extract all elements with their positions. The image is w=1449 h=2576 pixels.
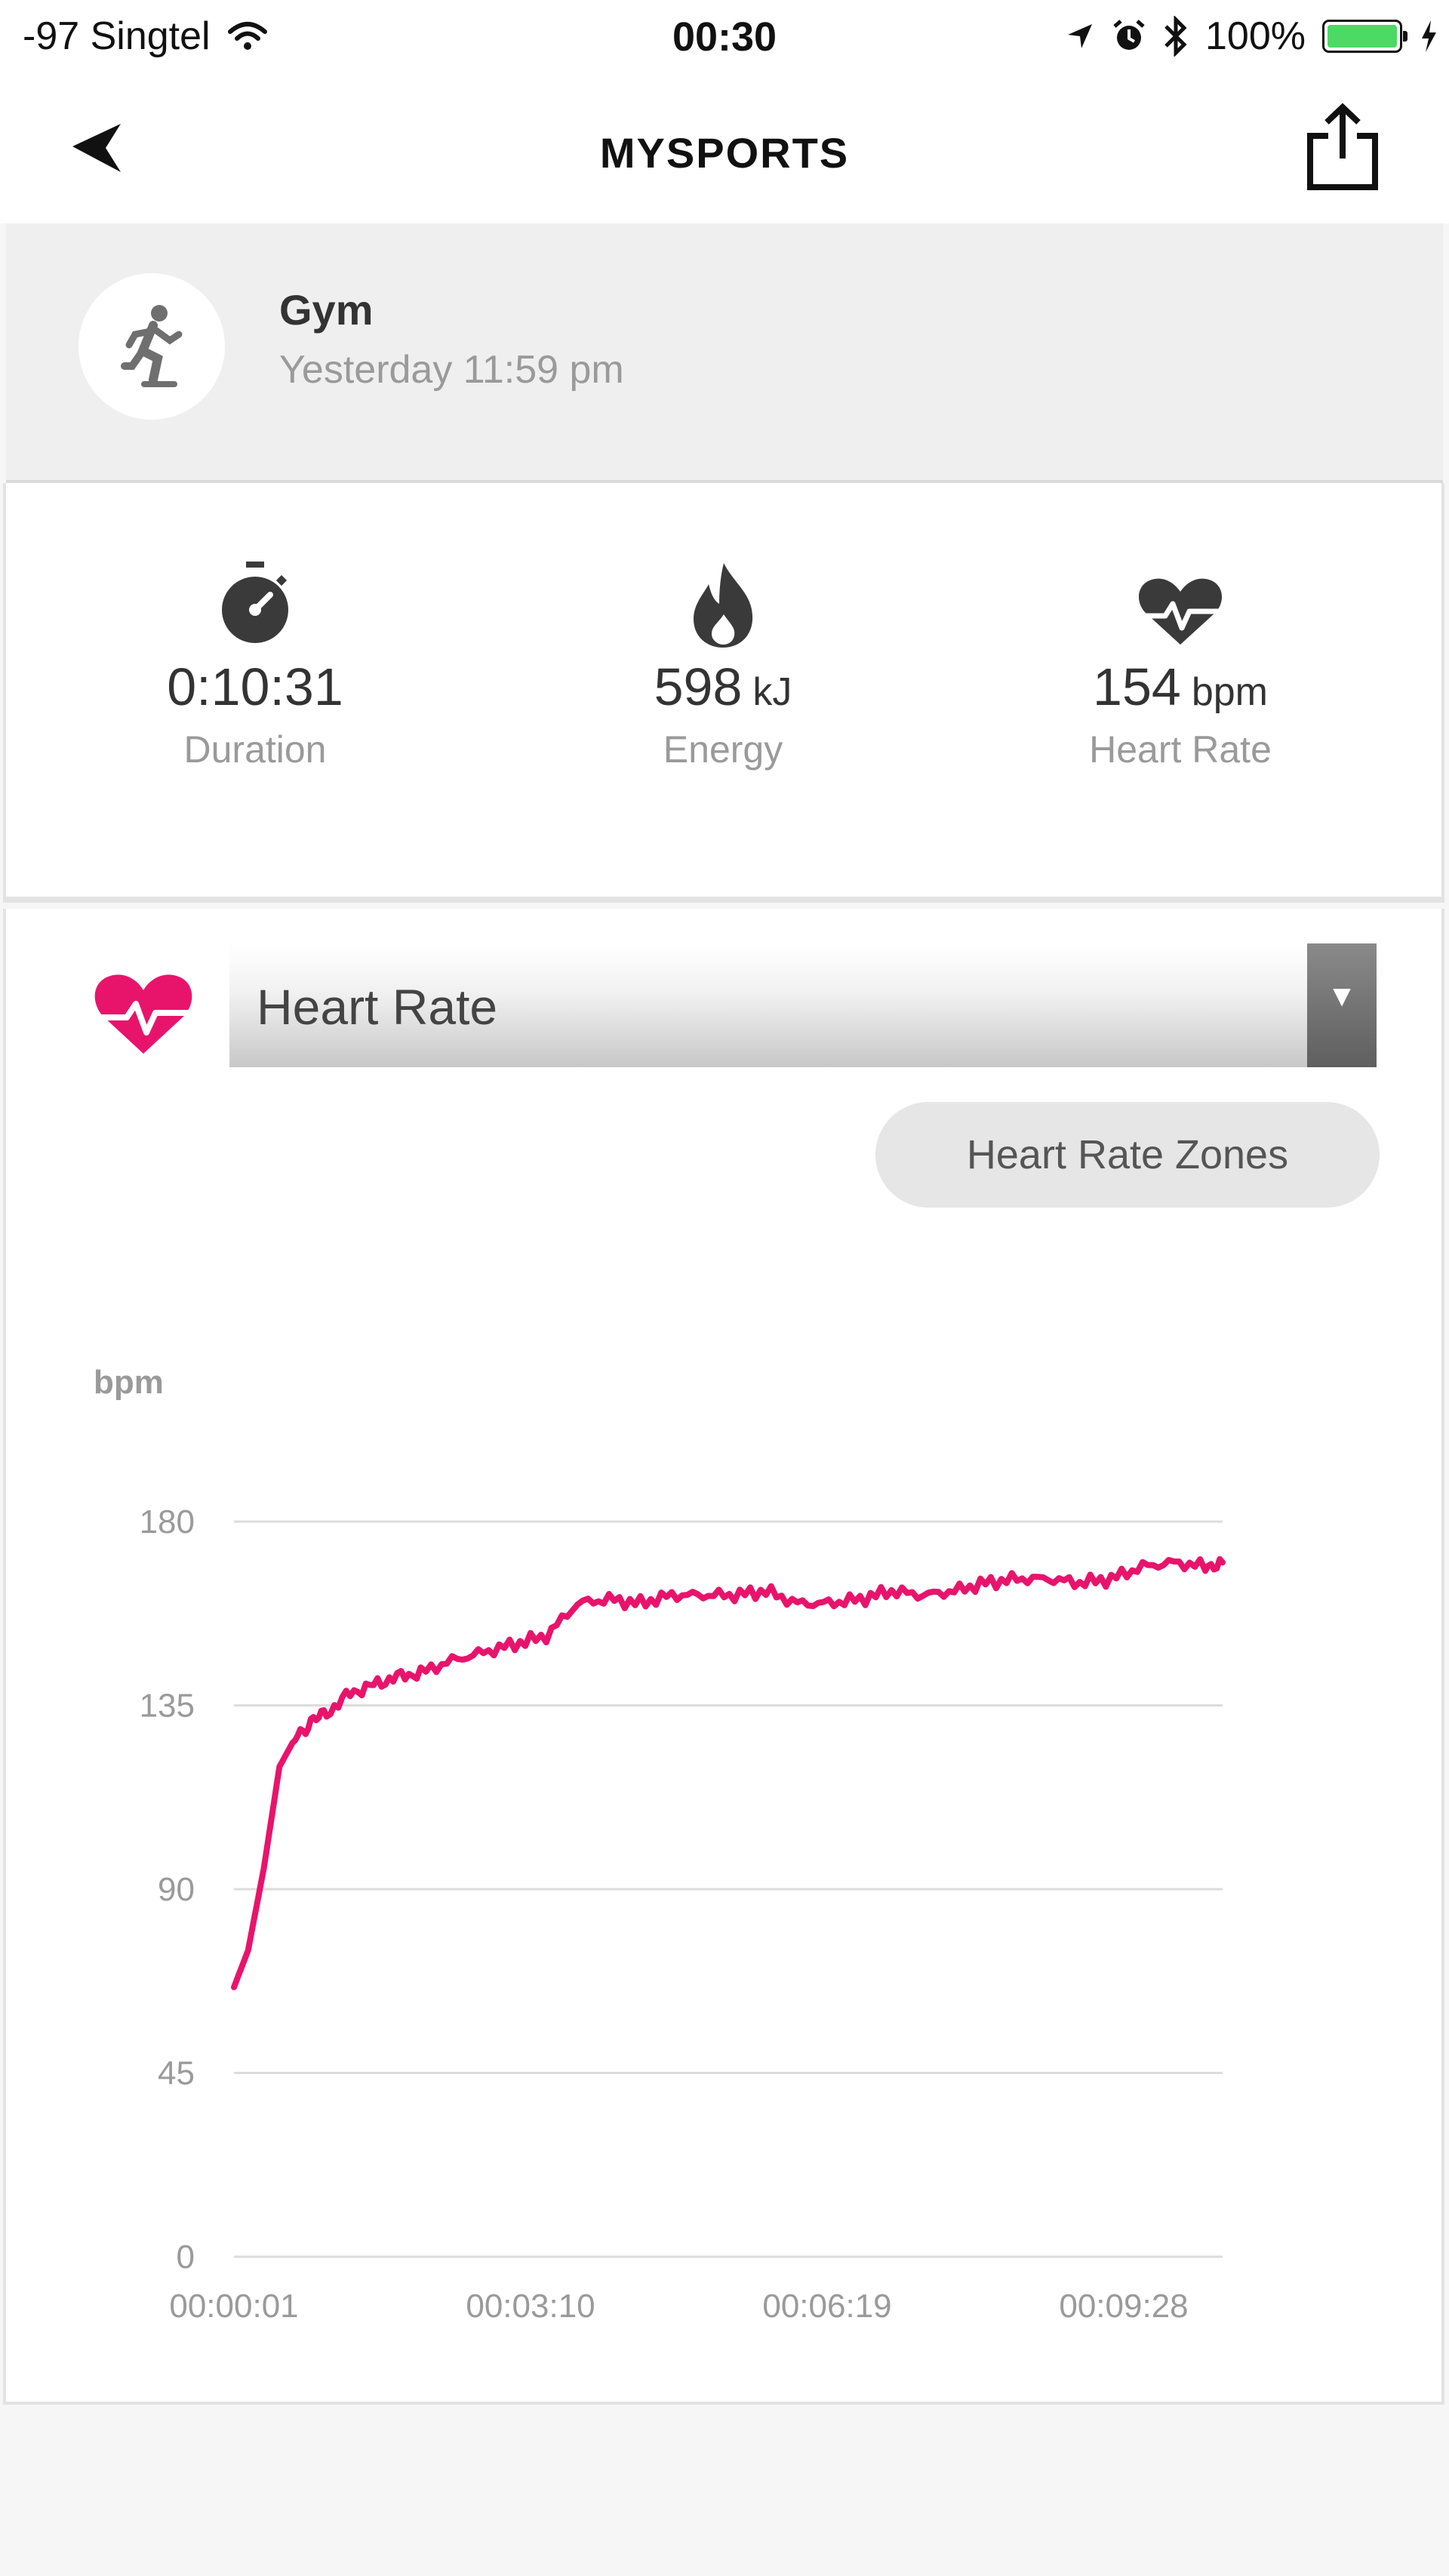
- stat-energy: 598 kJ Energy: [534, 559, 912, 771]
- location-arrow-icon: [1068, 24, 1092, 48]
- status-time: 00:30: [672, 14, 777, 60]
- wifi-icon: [227, 22, 267, 50]
- status-bar: -97 Singtel 00:30 100%: [0, 0, 1449, 74]
- y-tick-label: 90: [158, 1871, 195, 1908]
- x-tick-label: 00:03:10: [466, 2288, 595, 2325]
- stat-heart-rate-label: Heart Rate: [1089, 728, 1272, 771]
- y-tick-label: 135: [140, 1688, 195, 1725]
- x-tick-label: 00:06:19: [762, 2288, 891, 2325]
- stopwatch-icon: [222, 562, 288, 643]
- back-arrow-icon[interactable]: [68, 118, 128, 178]
- stat-heart-rate-value: 154 bpm: [1093, 657, 1268, 716]
- activity-header: Gym Yesterday 11:59 pm: [6, 223, 1443, 483]
- heart-rate-chart: bpm 180 135 90 45 0 00:00:01 00:03:10 00:06:19 00…: [94, 1364, 1226, 2325]
- activity-name: Gym: [279, 286, 374, 334]
- alarm-icon: [1113, 20, 1145, 50]
- heart-rate-metric-icon: [91, 974, 196, 1054]
- chevron-down-icon[interactable]: ▼: [1307, 943, 1377, 1067]
- status-left: -97 Singtel: [23, 14, 268, 59]
- x-tick-label: 00:09:28: [1059, 2288, 1188, 2325]
- heart-pulse-icon: [1137, 578, 1224, 645]
- flame-icon: [694, 563, 753, 648]
- share-icon[interactable]: [1301, 103, 1384, 193]
- chart-card: Heart Rate ▼ Heart Rate Zones bpm 180 135 9…: [3, 909, 1444, 2405]
- metric-dropdown-label: Heart Rate: [257, 979, 498, 1035]
- stat-duration-value: 0:10:31: [167, 657, 343, 716]
- battery-icon: [1322, 20, 1407, 53]
- gym-runner-icon: [121, 305, 183, 387]
- x-tick-label: 00:00:01: [169, 2288, 298, 2325]
- navigation-bar: MYSPORTS: [0, 74, 1449, 223]
- y-axis-label: bpm: [94, 1364, 164, 1401]
- charging-bolt-icon: [1422, 20, 1436, 52]
- stat-duration-label: Duration: [183, 728, 327, 771]
- bluetooth-icon: [1164, 16, 1187, 57]
- carrier-label: -97 Singtel: [23, 14, 211, 58]
- page-title: MYSPORTS: [599, 129, 850, 177]
- metric-dropdown[interactable]: Heart Rate ▼: [229, 943, 1377, 1067]
- status-right: 100%: [1065, 14, 1438, 59]
- stat-energy-label: Energy: [663, 728, 783, 771]
- activity-time: Yesterday 11:59 pm: [279, 348, 624, 392]
- heart-rate-series-line: [231, 1556, 1226, 1990]
- y-tick-label: 45: [158, 2055, 195, 2092]
- heart-rate-zones-button[interactable]: Heart Rate Zones: [875, 1102, 1380, 1208]
- battery-percent: 100%: [1205, 14, 1306, 58]
- activity-avatar: [78, 273, 225, 420]
- stat-energy-value: 598 kJ: [654, 657, 792, 716]
- stats-summary-card: 0:10:31 Duration 598 kJ Energy 154 bpm Hea…: [3, 483, 1444, 903]
- stat-duration: 0:10:31 Duration: [66, 559, 444, 771]
- y-tick-label: 0: [177, 2239, 195, 2276]
- stat-heart-rate: 154 bpm Heart Rate: [992, 559, 1369, 771]
- y-tick-label: 180: [140, 1503, 195, 1540]
